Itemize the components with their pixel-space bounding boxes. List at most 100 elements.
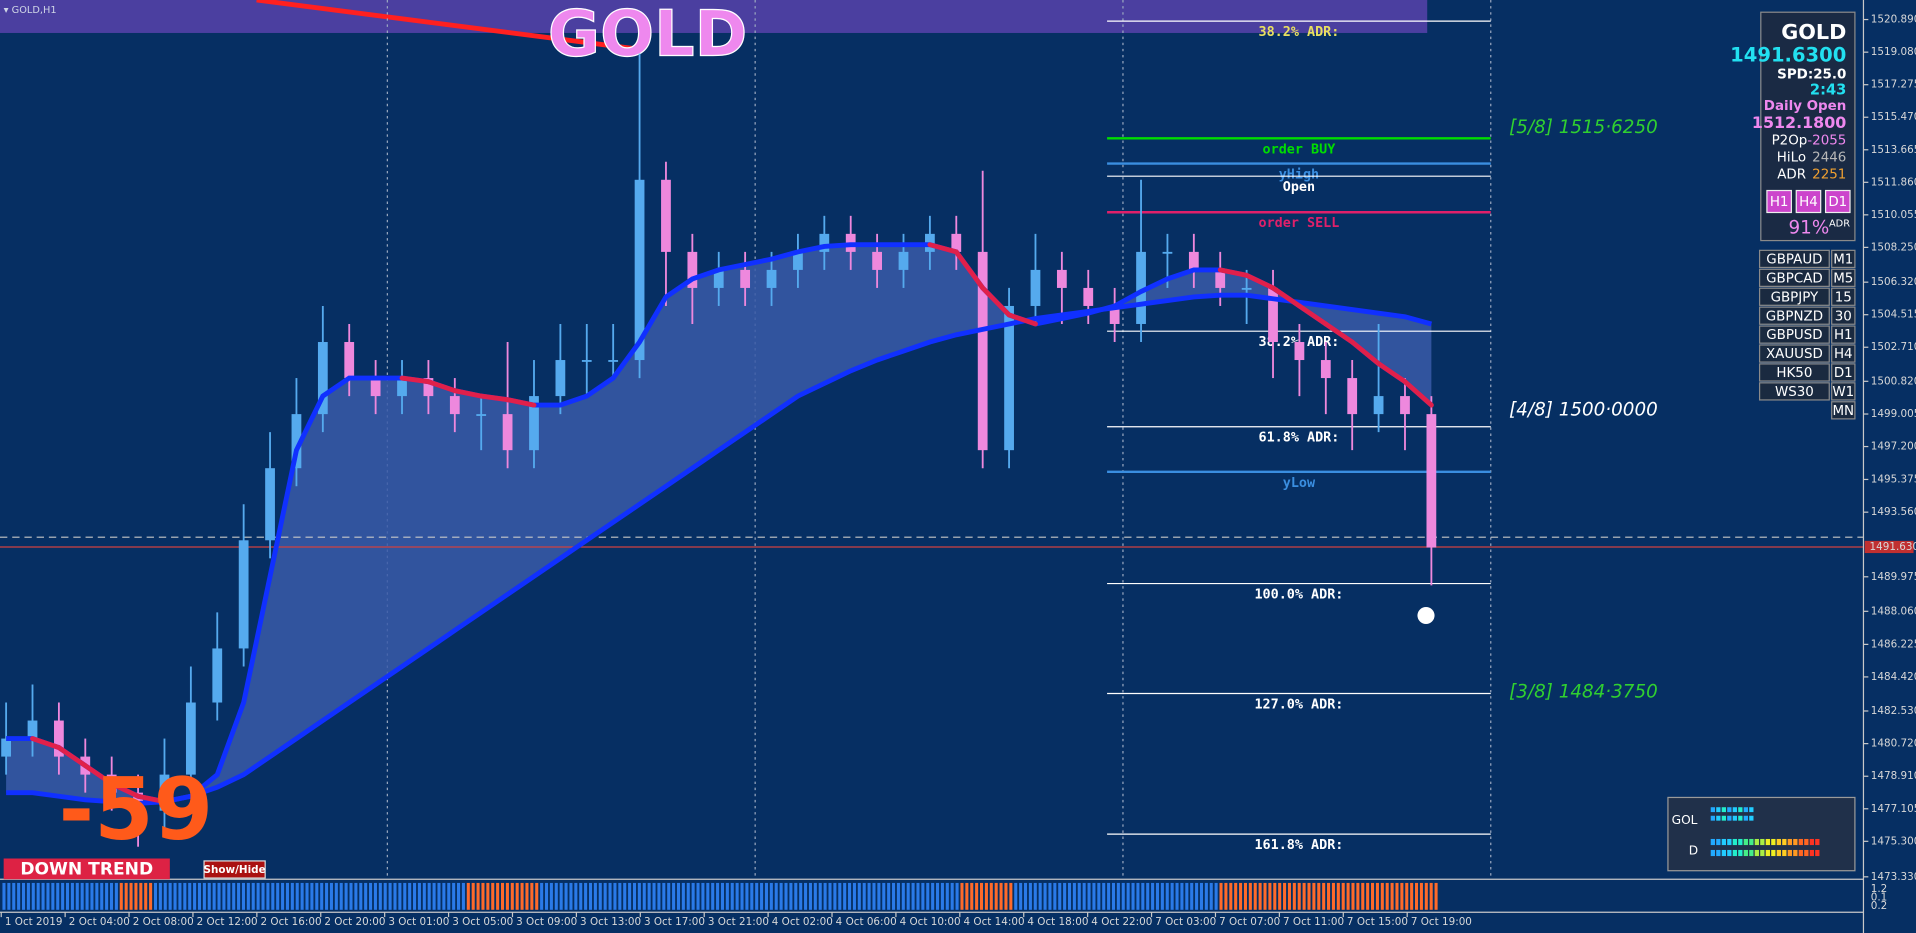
y-tick-label: 1493.560	[1871, 506, 1916, 518]
p2op-value: -2055	[1807, 133, 1846, 148]
symbol-name[interactable]: GBPJPY	[1771, 290, 1819, 305]
symbol-timeframe[interactable]: W1	[1832, 385, 1854, 400]
symbol-name[interactable]: XAUUSD	[1766, 347, 1823, 362]
indicator-bar	[256, 882, 260, 910]
meter-cell	[1727, 838, 1732, 846]
symbol-timeframe[interactable]: 15	[1835, 290, 1852, 305]
meter-cell	[1765, 838, 1770, 846]
symbol-name[interactable]: GBPUSD	[1766, 328, 1822, 343]
indicator-bar	[1067, 882, 1072, 910]
symbol-timeframe-button[interactable]	[1831, 249, 1856, 269]
show-hide-button[interactable]	[203, 860, 266, 879]
symbol-timeframe[interactable]: 30	[1835, 309, 1852, 324]
timeframe-button[interactable]	[1824, 189, 1851, 214]
panel-bid: 1491.6300	[1730, 44, 1846, 67]
symbol-timeframe-button[interactable]	[1831, 287, 1856, 306]
symbol-button[interactable]	[1758, 268, 1830, 287]
symbol-timeframe[interactable]: MN	[1832, 404, 1854, 419]
indicator-bar	[1380, 882, 1384, 910]
indicator-bar	[1312, 882, 1316, 910]
indicator-bar	[848, 882, 852, 910]
meter-cell	[1716, 807, 1721, 813]
meter-cell	[1793, 849, 1798, 857]
indicator-bar	[1141, 882, 1145, 910]
indicator-bar	[1180, 882, 1184, 910]
symbol-button[interactable]	[1758, 287, 1830, 306]
symbol-button[interactable]	[1758, 249, 1830, 269]
level-label: order SELL	[1259, 216, 1340, 231]
indicator-bar	[1058, 882, 1062, 910]
indicator-bar	[149, 882, 153, 910]
show-hide-label[interactable]: Show/Hide	[204, 864, 266, 876]
symbol-name[interactable]: GBPCAD	[1766, 271, 1823, 286]
indicator-bar	[408, 882, 412, 910]
indicator-bar	[1415, 882, 1419, 910]
indicator-bar	[413, 882, 417, 910]
timeframe-button-label[interactable]: H4	[1799, 195, 1818, 210]
x-tick-label: 2 Oct 12:00	[197, 916, 258, 928]
symbol-timeframe-button[interactable]	[1831, 363, 1856, 382]
timeframe-button-label[interactable]: D1	[1828, 195, 1847, 210]
indicator-bar	[623, 882, 627, 910]
symbol-timeframe-button[interactable]	[1831, 325, 1856, 344]
candle-body	[291, 414, 302, 469]
y-tick-label: 1510.055	[1871, 209, 1916, 221]
indicator-bar	[1419, 882, 1423, 910]
indicator-bar	[1268, 882, 1272, 910]
indicator-bar	[911, 882, 915, 910]
indicator-bar	[290, 882, 294, 910]
indicator-bar	[1297, 882, 1301, 910]
symbol-button[interactable]	[1758, 382, 1830, 401]
symbol-timeframe-button[interactable]	[1831, 306, 1856, 325]
symbol-timeframe[interactable]: H4	[1834, 347, 1853, 362]
symbol-button[interactable]	[1758, 363, 1830, 382]
timeframe-button[interactable]	[1795, 189, 1822, 214]
x-tick-label: 4 Oct 06:00	[836, 916, 897, 928]
symbol-name[interactable]: HK50	[1776, 366, 1812, 381]
candle-body	[27, 720, 38, 739]
symbol-timeframe[interactable]: M5	[1833, 271, 1853, 286]
symbol-timeframe-button[interactable]	[1831, 401, 1856, 420]
symbol-name[interactable]: GBPNZD	[1766, 309, 1823, 324]
indicator-bar	[1400, 882, 1404, 910]
indicator-bar	[276, 882, 280, 910]
symbol-timeframe[interactable]: D1	[1834, 366, 1853, 381]
timeframe-button[interactable]	[1766, 189, 1792, 214]
indicator-bar	[779, 882, 783, 910]
indicator-bar	[442, 882, 446, 910]
x-tick-label: 2 Oct 04:00	[69, 916, 130, 928]
symbol-timeframe[interactable]: M1	[1833, 253, 1853, 268]
candle-body	[1004, 305, 1014, 451]
symbol-name[interactable]: WS30	[1775, 385, 1814, 400]
symbol-timeframe-button[interactable]	[1831, 382, 1856, 401]
indicator-bar	[569, 882, 573, 910]
indicator-bar	[906, 882, 910, 910]
indicator-bar	[554, 882, 558, 910]
indicator-bar	[310, 882, 314, 910]
indicator-bar	[1097, 882, 1101, 910]
ma-fast-down-segment	[56, 745, 88, 769]
indicator-bar	[706, 882, 710, 910]
indicator-bar	[80, 882, 84, 910]
symbol-timeframe[interactable]: H1	[1834, 328, 1853, 343]
indicator-bar	[1385, 882, 1389, 910]
indicator-bar	[378, 882, 382, 910]
indicator-bar	[452, 882, 456, 910]
meter-cell	[1776, 849, 1781, 857]
indicator-bar	[867, 882, 871, 910]
symbol-button[interactable]	[1758, 325, 1830, 344]
indicator-bar	[1434, 882, 1438, 910]
symbol-button[interactable]	[1758, 344, 1830, 363]
timeframe-button-label[interactable]: H1	[1770, 195, 1789, 210]
symbol-timeframe-button[interactable]	[1831, 268, 1856, 287]
indicator-bar	[85, 882, 89, 910]
symbol-name[interactable]: GBPAUD	[1766, 253, 1822, 268]
symbol-timeframe-button[interactable]	[1831, 344, 1856, 363]
indicator-bar	[1053, 882, 1057, 910]
meter-cell	[1727, 849, 1732, 857]
indicator-bar	[799, 882, 803, 910]
symbol-button[interactable]	[1758, 306, 1830, 325]
indicator-bar	[579, 882, 583, 910]
y-tick-label: 1506.320	[1871, 276, 1916, 288]
